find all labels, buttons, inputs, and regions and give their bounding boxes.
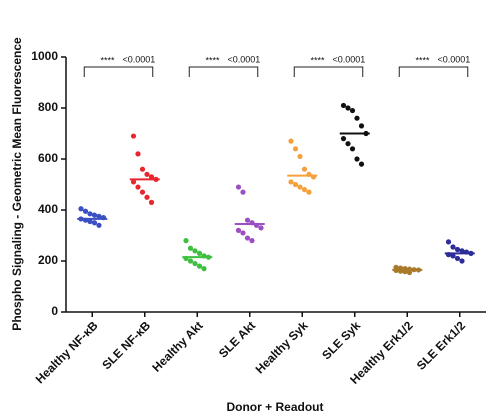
- data-point: [340, 136, 347, 142]
- data-point: [144, 171, 150, 177]
- data-point: [144, 194, 150, 200]
- data-point: [196, 263, 203, 269]
- data-point: [340, 102, 347, 109]
- data-point: [301, 187, 308, 193]
- data-point: [192, 248, 198, 254]
- data-point: [96, 222, 102, 228]
- data-point: [454, 246, 461, 253]
- data-point: [148, 174, 155, 180]
- x-tick-label: SLE Akt: [216, 318, 258, 360]
- data-point: [240, 189, 246, 195]
- p-value: <0.0001: [333, 54, 366, 64]
- data-point: [354, 156, 360, 162]
- significance-bracket: [293, 66, 364, 77]
- data-point: [139, 189, 146, 195]
- x-axis-label: Donor + Readout: [226, 400, 323, 414]
- data-point: [358, 123, 365, 129]
- data-point: [87, 218, 93, 225]
- data-point: [96, 213, 102, 219]
- y-tick-label: 800: [38, 100, 58, 114]
- y-tick-label: 200: [38, 253, 58, 267]
- data-point: [235, 184, 242, 190]
- data-point: [349, 146, 356, 152]
- data-point: [135, 151, 141, 157]
- data-point: [454, 255, 461, 262]
- y-tick-label: 0: [51, 304, 58, 318]
- y-axis-label: Phospho Signaling - Geometric Mean Fluor…: [10, 37, 24, 331]
- x-tick-label: Healthy NF-κB: [33, 318, 101, 386]
- data-point: [406, 269, 413, 276]
- data-point: [345, 105, 351, 111]
- data-point: [358, 161, 365, 167]
- data-point: [349, 107, 356, 114]
- data-point: [249, 238, 255, 244]
- data-point: [354, 115, 360, 121]
- significance-bracket: [188, 66, 259, 77]
- data-point: [130, 179, 137, 185]
- data-point: [450, 253, 456, 259]
- data-point: [201, 266, 207, 272]
- x-tick-label: SLE Syk: [319, 318, 363, 362]
- x-tick-label: SLE NF-κB: [99, 318, 153, 372]
- data-point: [244, 217, 251, 223]
- data-point: [91, 212, 98, 218]
- data-point: [459, 248, 465, 254]
- x-tick-label: SLE Erk1/2: [414, 318, 468, 372]
- data-point: [244, 235, 251, 241]
- data-point: [148, 199, 155, 205]
- significance-bracket: [83, 66, 154, 77]
- data-point: [196, 250, 203, 256]
- data-point: [192, 260, 198, 267]
- data-point: [445, 239, 452, 245]
- data-point: [450, 244, 456, 250]
- data-point: [130, 133, 137, 139]
- significance-stars: ****: [205, 55, 220, 65]
- data-point: [297, 153, 303, 160]
- x-tick-label: Healthy Akt: [149, 318, 205, 374]
- significance-stars: ****: [415, 55, 430, 65]
- data-point: [240, 230, 246, 236]
- data-point: [235, 227, 242, 233]
- data-point: [82, 208, 89, 214]
- data-point: [258, 225, 264, 231]
- data-point: [187, 245, 194, 251]
- significance-bracket: [398, 66, 469, 77]
- data-point: [459, 258, 465, 264]
- data-point: [306, 189, 312, 195]
- data-point: [288, 138, 294, 144]
- data-point: [139, 166, 146, 172]
- data-point: [183, 238, 189, 244]
- data-point: [87, 211, 93, 217]
- significance-stars: ****: [100, 55, 115, 65]
- data-point: [288, 179, 294, 185]
- p-value: <0.0001: [438, 54, 471, 64]
- y-tick-label: 600: [38, 151, 58, 165]
- y-tick-label: 400: [38, 202, 58, 216]
- p-value: <0.0001: [228, 54, 261, 64]
- data-point: [135, 184, 141, 190]
- data-point: [78, 206, 84, 212]
- data-point: [187, 258, 194, 264]
- x-tick-label: Healthy Syk: [253, 318, 311, 376]
- significance-stars: ****: [310, 55, 325, 65]
- p-value: <0.0001: [123, 54, 156, 64]
- data-point: [292, 181, 299, 188]
- data-point: [301, 166, 308, 172]
- data-point: [345, 141, 351, 147]
- data-point: [91, 220, 98, 226]
- data-point: [297, 184, 303, 190]
- y-tick-label: 1000: [31, 49, 58, 63]
- data-point: [292, 146, 299, 152]
